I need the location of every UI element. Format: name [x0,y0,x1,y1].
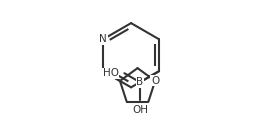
Text: HO: HO [103,68,119,78]
Text: N: N [99,34,107,44]
Text: B: B [136,77,143,87]
Text: OH: OH [132,105,148,115]
Text: O: O [151,76,159,86]
